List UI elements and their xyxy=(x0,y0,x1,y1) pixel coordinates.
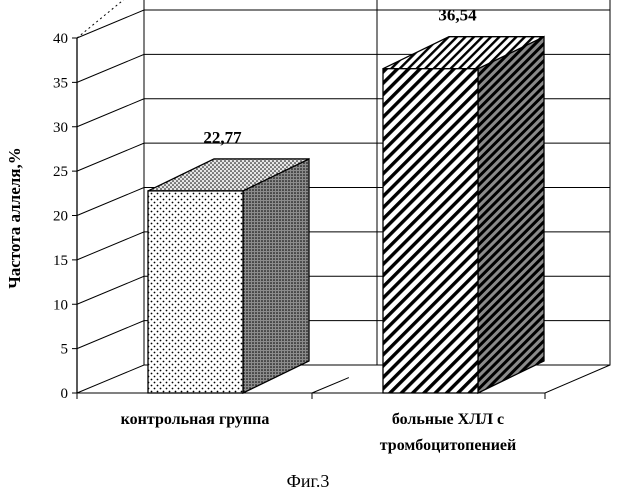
bar-2 xyxy=(383,37,544,393)
y-tick-label: 25 xyxy=(53,164,68,180)
figure-caption: Фиг.3 xyxy=(287,471,330,491)
y-tick-label: 30 xyxy=(53,120,68,136)
side-wall-top-edge xyxy=(77,0,144,38)
category-label-line: больные ХЛЛ с xyxy=(392,411,504,428)
y-tick-label: 35 xyxy=(53,75,68,91)
y-tick-label: 40 xyxy=(53,31,68,47)
category-label-2: больные ХЛЛ с тромбоцитопенией xyxy=(380,411,517,454)
y-tick-label: 20 xyxy=(53,209,68,225)
y-axis-label: Частота аллеля,% xyxy=(5,147,24,289)
category-label-1: контрольная группа xyxy=(121,411,270,428)
bar-1 xyxy=(148,159,309,393)
floor-divider xyxy=(312,378,349,393)
bar-side-face xyxy=(478,37,544,393)
bar-front-face xyxy=(383,69,478,393)
bars xyxy=(148,37,544,393)
y-tick-label: 10 xyxy=(53,297,68,313)
category-label-line: тромбоцитопенией xyxy=(380,437,517,454)
bar-front-face xyxy=(148,191,243,393)
y-tick-label: 5 xyxy=(61,342,69,358)
bar-side-face xyxy=(243,159,309,393)
gridline xyxy=(77,10,610,38)
y-axis-ticks: 0 5 10 15 20 25 30 35 40 xyxy=(53,31,77,402)
y-tick-label: 0 xyxy=(61,386,69,402)
category-labels: контрольная группа больные ХЛЛ с тромбоцит… xyxy=(121,411,517,454)
value-label-1: 22,77 xyxy=(203,128,242,147)
category-label-line: контрольная группа xyxy=(121,411,270,428)
y-tick-label: 15 xyxy=(53,253,68,269)
value-label-2: 36,54 xyxy=(438,6,477,25)
